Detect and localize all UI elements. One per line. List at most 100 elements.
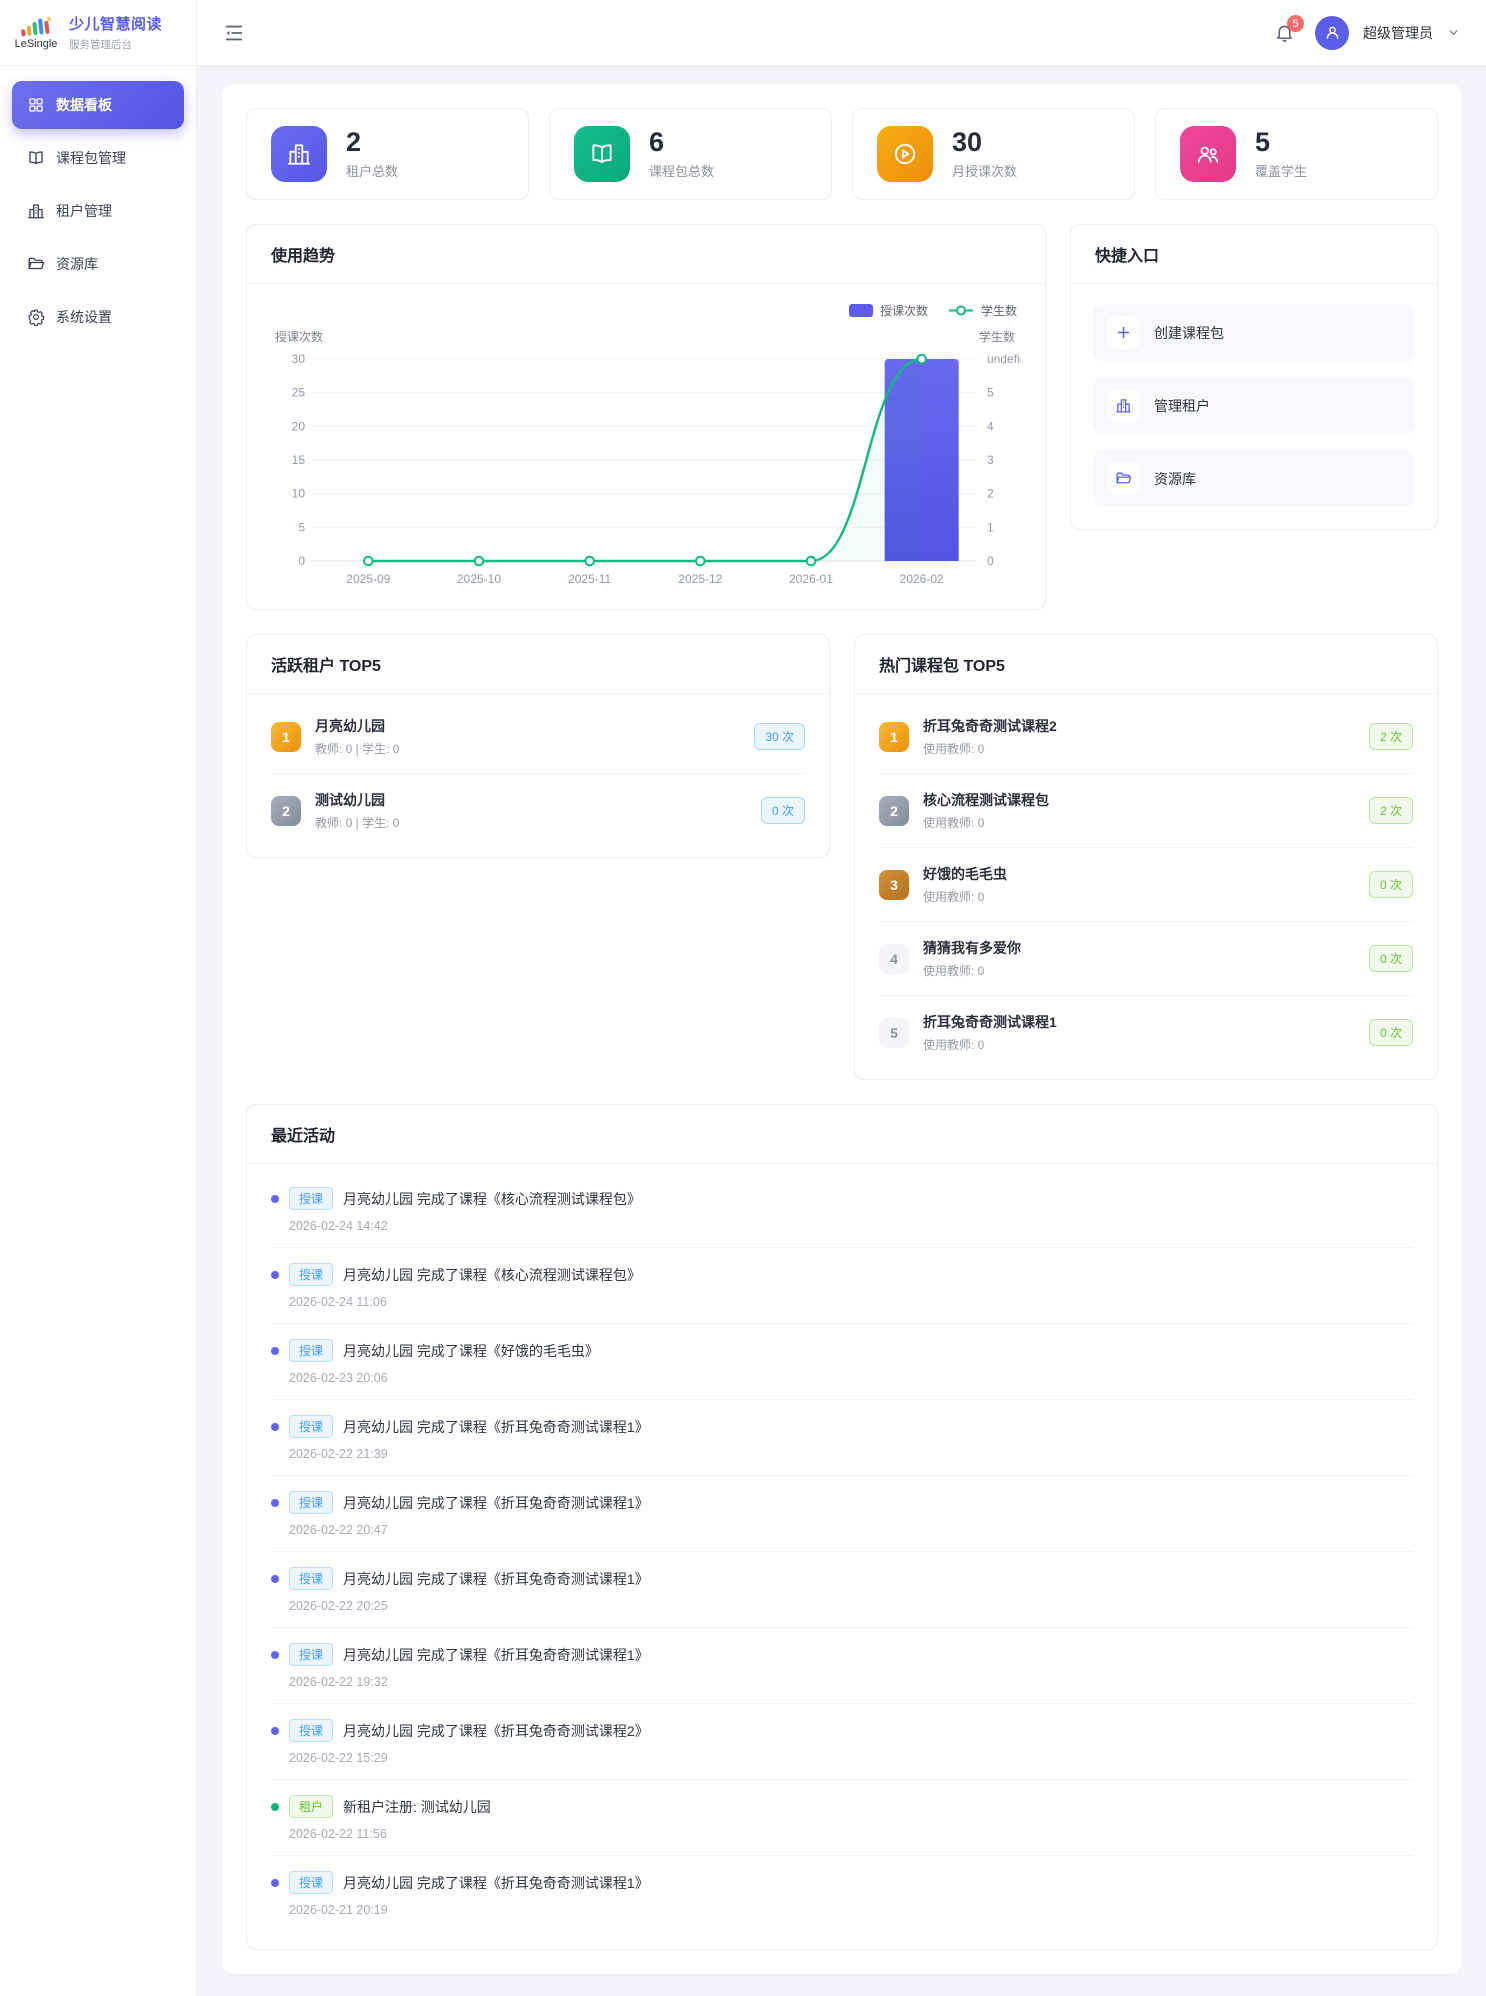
- svg-text:2: 2: [987, 487, 994, 501]
- sidebar-menu: 数据看板 课程包管理 租户管理 资源库: [0, 66, 196, 356]
- sidebar-item-tenants[interactable]: 租户管理: [12, 187, 184, 235]
- activity-text: 新租户注册: 测试幼儿园: [343, 1798, 491, 1815]
- item-meta: 使用教师: 0: [923, 1038, 985, 1052]
- sidebar-item-course-packages[interactable]: 课程包管理: [12, 134, 184, 182]
- app-subtitle: 服务管理后台: [69, 39, 132, 51]
- chevron-down-icon[interactable]: [1447, 26, 1460, 39]
- stat-value: 2: [346, 126, 362, 157]
- user-name[interactable]: 超级管理员: [1363, 24, 1433, 41]
- svg-text:2026-02: 2026-02: [900, 572, 944, 586]
- activity-item: 授课 月亮幼儿园 完成了课程《折耳兔奇奇测试课程1》 2026-02-22 19…: [271, 1628, 1413, 1704]
- stat-card-students: 5 覆盖学生: [1155, 108, 1438, 200]
- user-avatar[interactable]: [1315, 15, 1349, 50]
- quick-link-label: 管理租户: [1154, 397, 1210, 414]
- stat-label: 课程包总数: [649, 164, 715, 180]
- stat-card-monthly-lessons: 30 月授课次数: [852, 108, 1135, 200]
- activity-dot-icon: [271, 1194, 279, 1203]
- sidebar-item-dashboard[interactable]: 数据看板: [12, 81, 184, 129]
- bell-icon: [1277, 25, 1292, 42]
- activity-item: 授课 月亮幼儿园 完成了课程《折耳兔奇奇测试课程1》 2026-02-22 21…: [271, 1400, 1413, 1476]
- activity-item: 授课 月亮幼儿园 完成了课程《折耳兔奇奇测试课程1》 2026-02-22 20…: [271, 1476, 1413, 1552]
- activity-dot-icon: [271, 1650, 279, 1659]
- svg-text:2025-12: 2025-12: [678, 572, 722, 586]
- svg-text:2025-10: 2025-10: [457, 572, 501, 586]
- stat-value: 6: [649, 126, 665, 157]
- tenant-row: 1 月亮幼儿园 教师: 0 | 学生: 0 30 次: [271, 700, 805, 774]
- gear-icon: [27, 308, 45, 326]
- active-tenants-list: 1 月亮幼儿园 教师: 0 | 学生: 0 30 次 2 测试幼儿园 教师: 0…: [247, 694, 829, 857]
- play-circle-icon: [877, 126, 933, 182]
- legend-item-students[interactable]: 学生数: [948, 302, 1017, 319]
- active-tenants-title: 活跃租户 TOP5: [247, 635, 829, 694]
- quick-link-label: 资源库: [1154, 470, 1196, 487]
- activity-type-badge: 授课: [289, 1263, 334, 1286]
- usage-count-badge: 0 次: [760, 797, 805, 824]
- sidebar-item-label: 租户管理: [56, 203, 112, 219]
- activity-dot-icon: [271, 1422, 279, 1431]
- quick-link-create-package[interactable]: 创建课程包: [1093, 304, 1415, 361]
- activity-dot-icon: [271, 1346, 279, 1355]
- package-row: 3 好饿的毛毛虫 使用教师: 0 0 次: [879, 848, 1413, 922]
- tenant-row: 2 测试幼儿园 教师: 0 | 学生: 0 0 次: [271, 774, 805, 847]
- logo-bars-icon: LeSingle: [12, 15, 60, 50]
- sidebar-item-resources[interactable]: 资源库: [12, 240, 184, 288]
- quick-link-resources[interactable]: 资源库: [1093, 450, 1415, 507]
- activity-text: 月亮幼儿园 完成了课程《核心流程测试课程包》: [343, 1266, 641, 1283]
- svg-text:5: 5: [987, 386, 994, 400]
- stat-value: 5: [1255, 126, 1271, 157]
- chart-legend: 授课次数 学生数: [269, 294, 1023, 319]
- activity-text: 月亮幼儿园 完成了课程《折耳兔奇奇测试课程1》: [343, 1646, 649, 1663]
- activity-dot-icon: [271, 1726, 279, 1735]
- svg-text:1: 1: [987, 520, 994, 534]
- activity-item: 授课 月亮幼儿园 完成了课程《核心流程测试课程包》 2026-02-24 11:…: [271, 1248, 1413, 1324]
- activity-text: 月亮幼儿园 完成了课程《折耳兔奇奇测试课程1》: [343, 1874, 649, 1891]
- legend-label: 学生数: [980, 304, 1017, 318]
- svg-text:2025-11: 2025-11: [568, 572, 611, 586]
- item-name: 折耳兔奇奇测试课程2: [923, 718, 1057, 734]
- legend-item-lessons[interactable]: 授课次数: [848, 302, 928, 319]
- bar-series-swatch: [848, 304, 873, 317]
- activity-text: 月亮幼儿园 完成了课程《折耳兔奇奇测试课程1》: [343, 1570, 649, 1587]
- notifications-button[interactable]: 5: [1274, 15, 1304, 43]
- stat-label: 租户总数: [346, 164, 399, 180]
- item-name: 测试幼儿园: [315, 792, 385, 808]
- dashboard-grid-icon: [27, 96, 45, 114]
- activity-dot-icon: [271, 1498, 279, 1507]
- quick-links-title: 快捷入口: [1071, 225, 1437, 284]
- hot-packages-title: 热门课程包 TOP5: [855, 635, 1437, 694]
- item-name: 月亮幼儿园: [315, 718, 385, 734]
- activity-text: 月亮幼儿园 完成了课程《好饿的毛毛虫》: [343, 1342, 599, 1359]
- activity-dot-icon: [271, 1270, 279, 1279]
- item-meta: 使用教师: 0: [923, 816, 985, 830]
- legend-label: 授课次数: [879, 304, 928, 318]
- usage-count-badge: 0 次: [1368, 945, 1413, 972]
- hot-packages-list: 1 折耳兔奇奇测试课程2 使用教师: 0 2 次 2 核心流程测试课程包 使用教…: [855, 694, 1437, 1079]
- recent-activity-card: 最近活动 授课 月亮幼儿园 完成了课程《核心流程测试课程包》 2026-02-2…: [246, 1104, 1438, 1950]
- stat-value: 30: [952, 126, 983, 157]
- rank-badge: 1: [271, 721, 301, 752]
- svg-text:学生数: 学生数: [979, 329, 1015, 344]
- topbar: 5 超级管理员: [197, 0, 1486, 66]
- sidebar-item-label: 资源库: [56, 256, 98, 272]
- svg-text:20: 20: [292, 419, 306, 433]
- quick-link-manage-tenants[interactable]: 管理租户: [1093, 377, 1415, 434]
- activity-timestamp: 2026-02-22 21:39: [289, 1447, 388, 1461]
- building-icon: [1107, 389, 1140, 422]
- item-meta: 教师: 0 | 学生: 0: [315, 816, 400, 830]
- activity-item: 授课 月亮幼儿园 完成了课程《好饿的毛毛虫》 2026-02-23 20:06: [271, 1324, 1413, 1400]
- sidebar-item-settings[interactable]: 系统设置: [12, 293, 184, 341]
- rank-badge: 2: [271, 795, 301, 826]
- rank-badge: 1: [879, 721, 909, 752]
- item-name: 猜猜我有多爱你: [923, 940, 1021, 956]
- activity-text: 月亮幼儿园 完成了课程《折耳兔奇奇测试课程2》: [343, 1722, 649, 1739]
- folder-icon: [1107, 462, 1140, 495]
- students-icon: [1180, 126, 1236, 182]
- sidebar-item-label: 数据看板: [56, 97, 112, 113]
- sidebar-fold-icon[interactable]: [223, 22, 245, 44]
- logo-wordmark: LeSingle: [14, 38, 58, 50]
- activity-dot-icon: [271, 1878, 279, 1887]
- recent-activity-list: 授课 月亮幼儿园 完成了课程《核心流程测试课程包》 2026-02-24 14:…: [247, 1164, 1437, 1949]
- stat-cards-row: 2 租户总数 6 课程包总数 30 月授课次数: [246, 108, 1438, 200]
- activity-text: 月亮幼儿园 完成了课程《折耳兔奇奇测试课程1》: [343, 1418, 649, 1435]
- sidebar-item-label: 系统设置: [56, 309, 112, 325]
